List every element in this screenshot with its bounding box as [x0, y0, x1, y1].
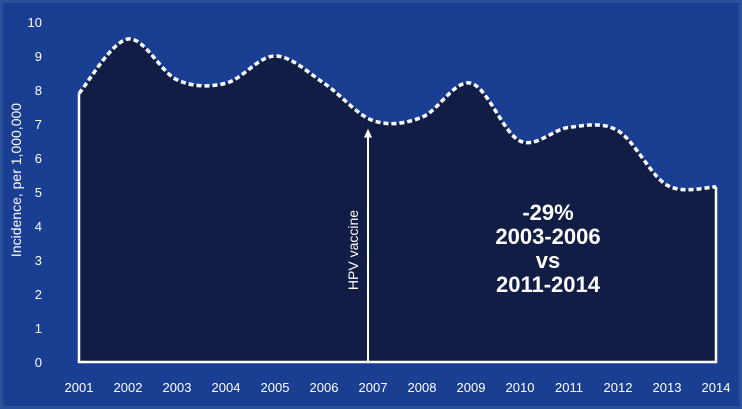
y-axis-ticks: 0 1 2 3 4 5 6 7 8 9 10 — [28, 15, 42, 370]
y-tick-0: 0 — [35, 355, 42, 370]
callout-line-2: 2003-2006 — [495, 224, 600, 249]
x-tick-2001: 2001 — [65, 380, 94, 395]
x-tick-2007: 2007 — [359, 380, 388, 395]
x-axis-ticks: 2001 2002 2003 2004 2005 2006 2007 2008 2009 2010… — [65, 380, 731, 395]
vaccine-label: HPV vaccine — [345, 210, 361, 290]
vaccine-arrowhead — [364, 128, 372, 138]
x-tick-2002: 2002 — [114, 380, 143, 395]
x-tick-2004: 2004 — [212, 380, 241, 395]
vaccine-annotation: HPV vaccine — [345, 128, 372, 362]
x-tick-2012: 2012 — [604, 380, 633, 395]
y-tick-9: 9 — [35, 49, 42, 64]
y-tick-3: 3 — [35, 253, 42, 268]
callout-line-4: 2011-2014 — [496, 272, 601, 297]
y-tick-7: 7 — [35, 117, 42, 132]
callout-line-1: -29% — [522, 200, 573, 225]
y-tick-6: 6 — [35, 151, 42, 166]
y-tick-10: 10 — [28, 15, 42, 30]
incidence-area — [79, 38, 716, 362]
y-tick-4: 4 — [35, 219, 42, 234]
x-tick-2008: 2008 — [408, 380, 437, 395]
y-tick-1: 1 — [35, 321, 42, 336]
y-axis-label: Incidence, per 1,000,000 — [8, 103, 24, 257]
x-tick-2006: 2006 — [310, 380, 339, 395]
x-tick-2014: 2014 — [702, 380, 731, 395]
x-tick-2005: 2005 — [261, 380, 290, 395]
x-tick-2009: 2009 — [457, 380, 486, 395]
incidence-baseline-outline — [77, 93, 718, 364]
y-tick-5: 5 — [35, 185, 42, 200]
x-tick-2011: 2011 — [555, 380, 583, 395]
callout-line-3: vs — [536, 248, 560, 273]
y-tick-2: 2 — [35, 287, 42, 302]
x-tick-2003: 2003 — [163, 380, 192, 395]
incidence-line — [77, 37, 717, 192]
x-tick-2013: 2013 — [653, 380, 682, 395]
x-tick-2010: 2010 — [506, 380, 535, 395]
y-tick-8: 8 — [35, 83, 42, 98]
